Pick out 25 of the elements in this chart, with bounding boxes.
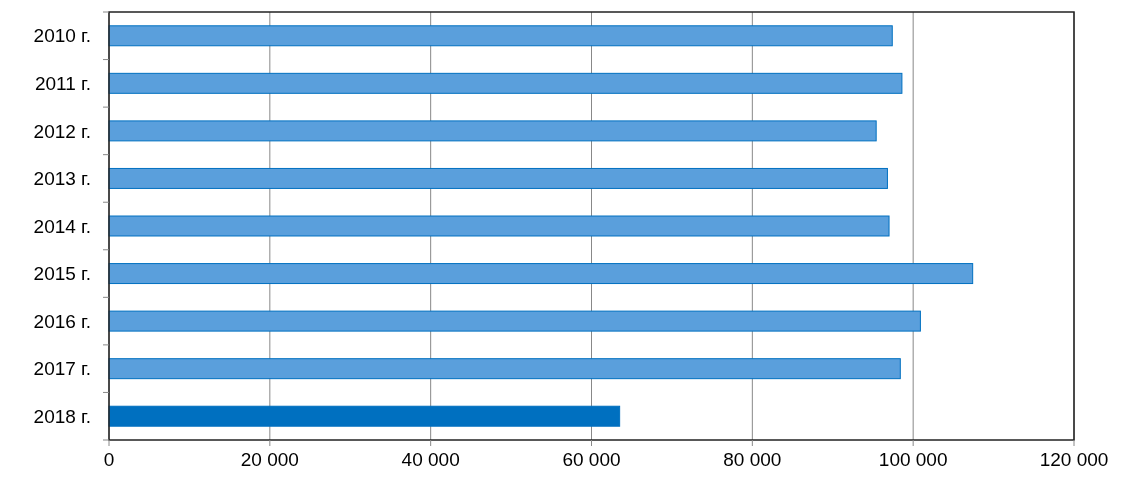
bar <box>108 120 877 142</box>
x-tick-label: 60 000 <box>562 449 621 470</box>
y-tick-label: 2010 г. <box>33 25 91 47</box>
x-tick-label: 40 000 <box>401 449 460 470</box>
bar <box>108 310 921 332</box>
x-tick-label: 100 000 <box>878 449 948 470</box>
x-tick-label: 120 000 <box>1039 449 1109 470</box>
bar <box>108 358 901 380</box>
x-tick-label: 20 000 <box>240 449 299 470</box>
x-tick-label: 0 <box>103 449 115 470</box>
x-tick-label: 80 000 <box>723 449 782 470</box>
bar <box>108 263 974 285</box>
y-tick-label: 2014 г. <box>33 215 91 237</box>
bar <box>108 215 890 237</box>
y-tick-label: 2018 г. <box>33 405 91 427</box>
y-tick-label: 2016 г. <box>33 310 91 332</box>
y-tick-label: 2013 г. <box>33 168 91 190</box>
y-tick-label: 2011 г. <box>34 72 91 94</box>
bar <box>108 167 888 189</box>
y-tick-label: 2012 г. <box>33 120 91 142</box>
y-tick-label: 2017 г. <box>33 358 91 380</box>
bar <box>108 405 621 427</box>
bar <box>108 72 903 94</box>
y-tick-label: 2015 г. <box>33 263 91 285</box>
bar <box>108 25 893 47</box>
